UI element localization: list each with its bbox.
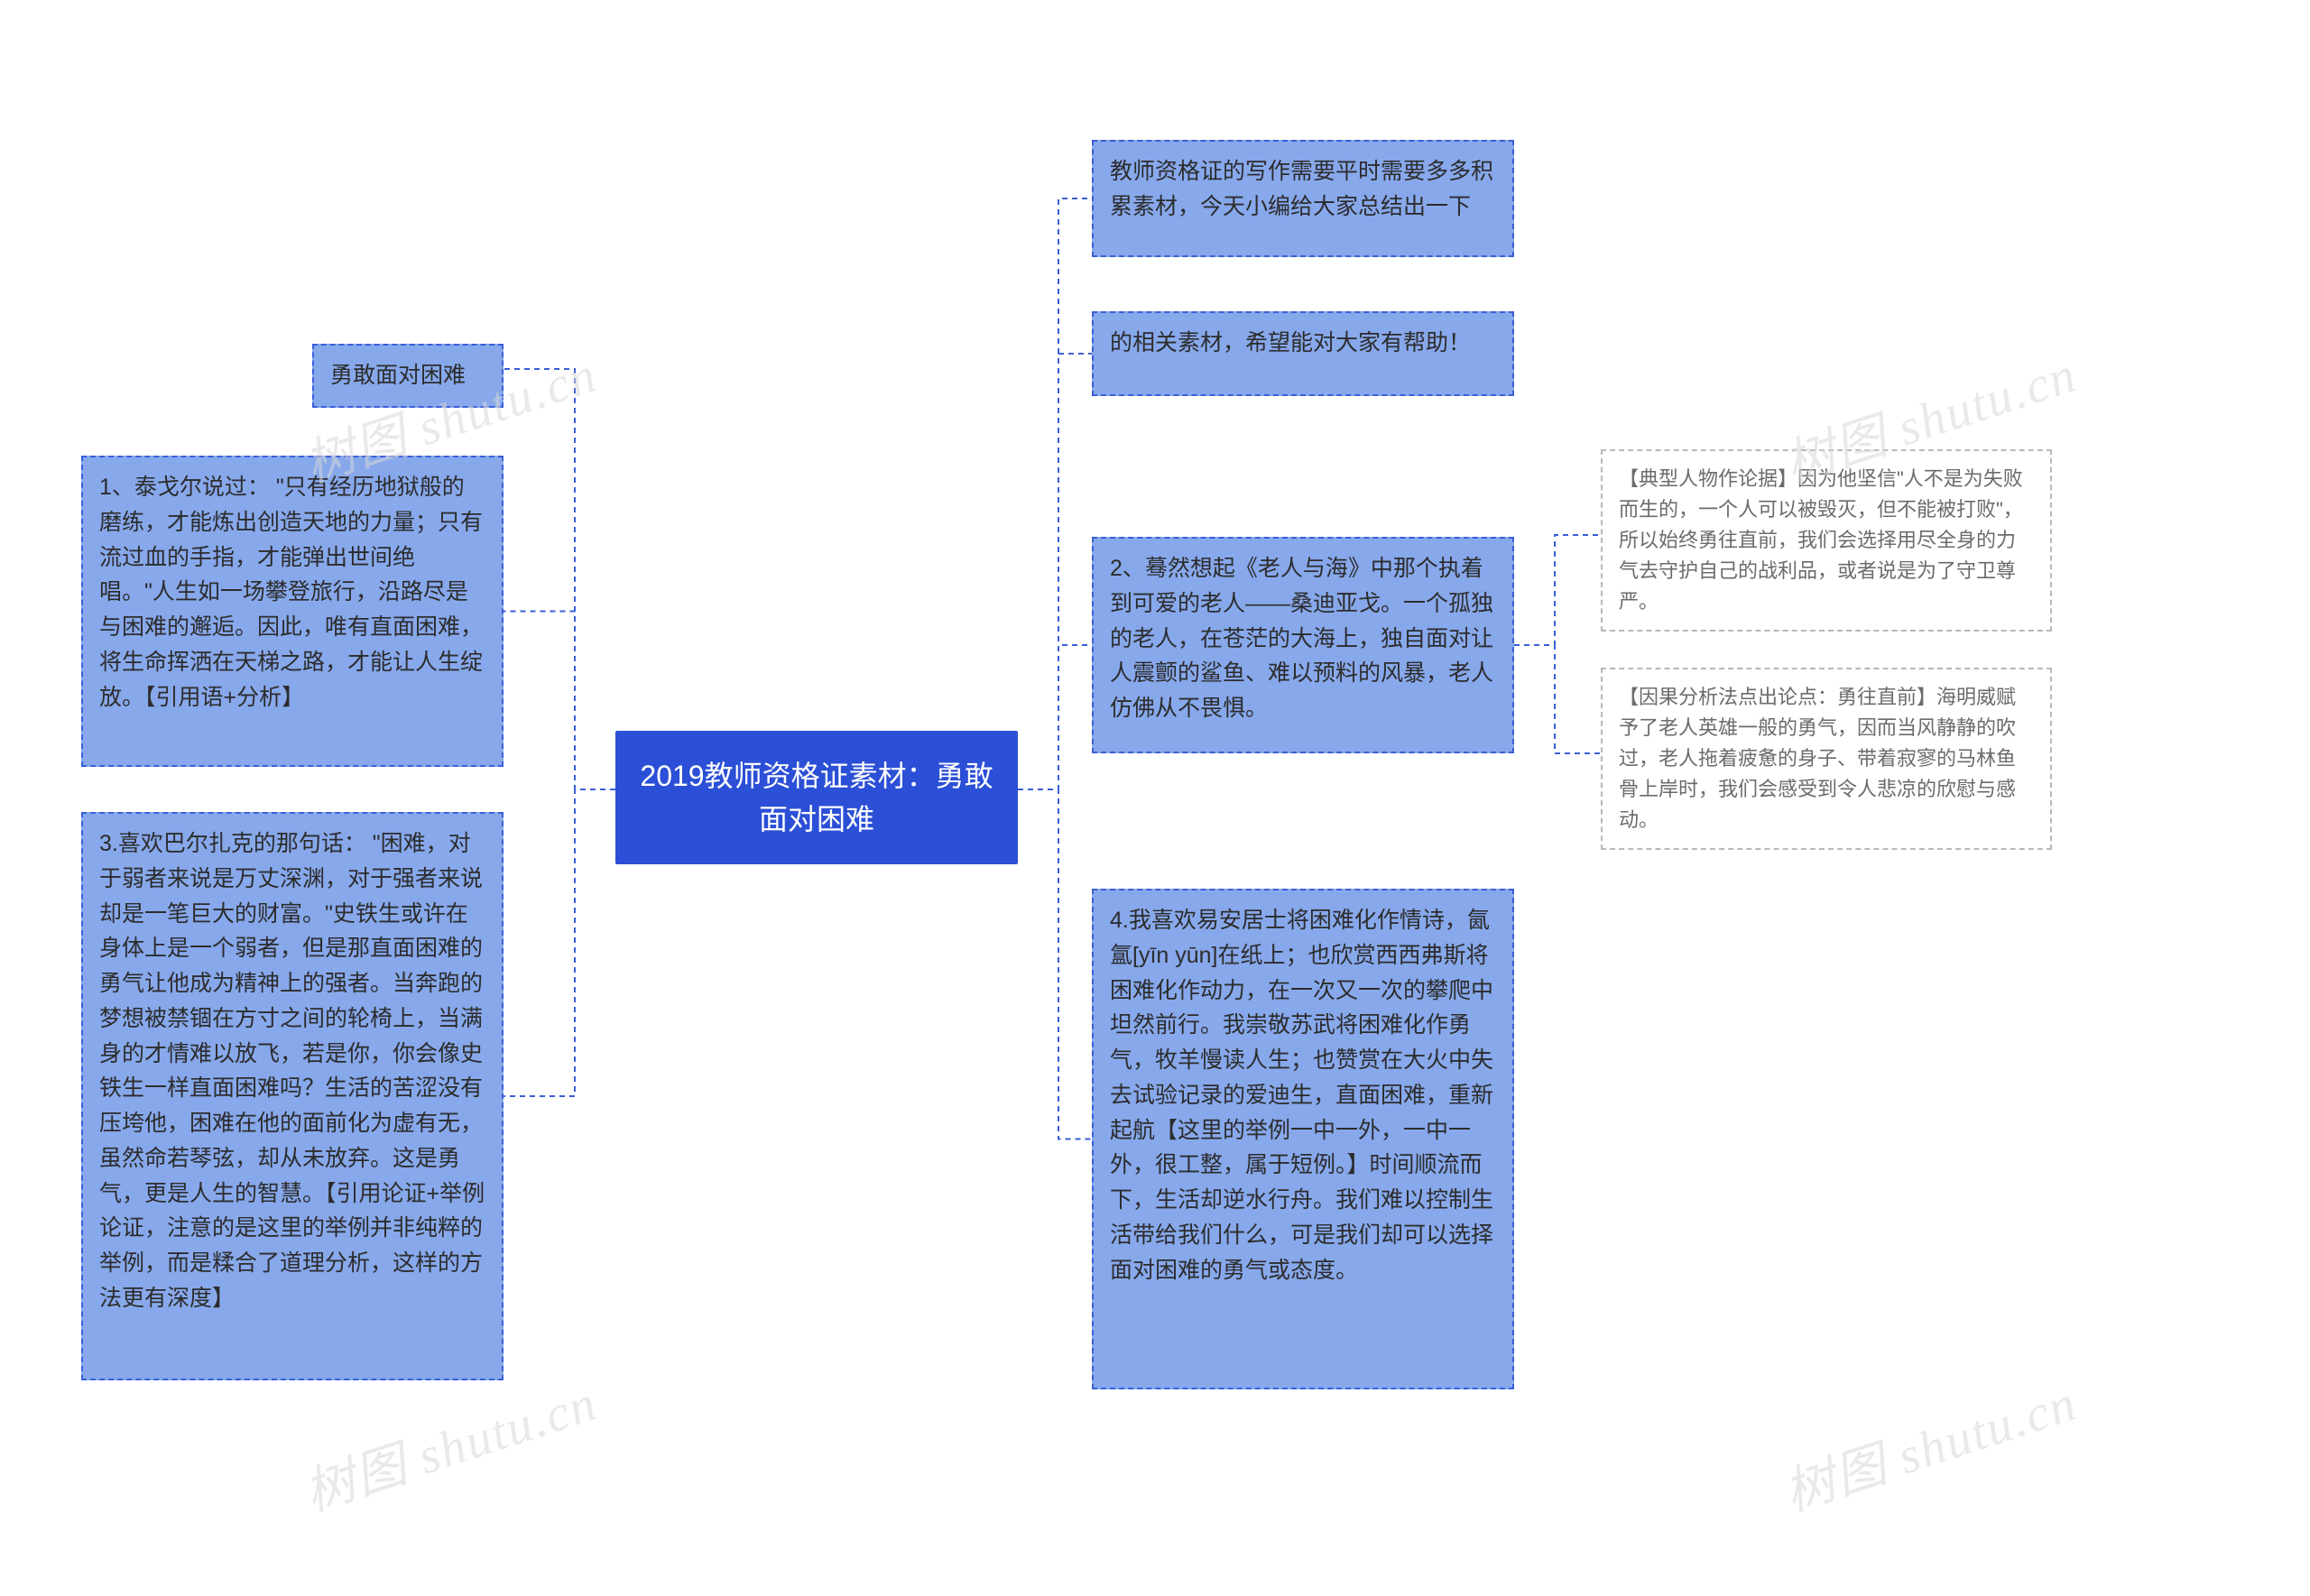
leaf-r3a[interactable]: 【典型人物作论据】因为他坚信"人不是为失败而生的，一个人可以被毁灭，但不能被打败… — [1601, 449, 2052, 632]
root-label: 2019教师资格证素材：勇敢面对困难 — [640, 760, 993, 835]
left-branch-2[interactable]: 1、泰戈尔说过： "只有经历地狱般的磨练，才能炼出创造天地的力量；只有流过血的手… — [81, 456, 504, 767]
right-branch-1[interactable]: 教师资格证的写作需要平时需要多多积累素材，今天小编给大家总结出一下 — [1092, 140, 1514, 257]
right-branch-3-text: 2、蓦然想起《老人与海》中那个执着到可爱的老人——桑迪亚戈。一个孤独的老人，在苍… — [1110, 556, 1493, 721]
left-branch-1-text: 勇敢面对困难 — [330, 363, 466, 388]
leaf-r3a-text: 【典型人物作论据】因为他坚信"人不是为失败而生的，一个人可以被毁灭，但不能被打败… — [1619, 467, 2023, 613]
right-branch-4[interactable]: 4.我喜欢易安居士将困难化作情诗，氤氲[yīn yūn]在纸上；也欣赏西西弗斯将… — [1092, 889, 1514, 1389]
left-branch-1[interactable]: 勇敢面对困难 — [312, 344, 504, 408]
left-branch-2-text: 1、泰戈尔说过： "只有经历地狱般的磨练，才能炼出创造天地的力量；只有流过血的手… — [99, 475, 483, 710]
root-node[interactable]: 2019教师资格证素材：勇敢面对困难 — [615, 731, 1018, 864]
watermark: 树图 shutu.cn — [1774, 1362, 2085, 1526]
watermark: 树图 shutu.cn — [294, 1362, 605, 1526]
left-branch-3[interactable]: 3.喜欢巴尔扎克的那句话： "困难，对于弱者来说是万丈深渊，对于强者来说却是一笔… — [81, 812, 504, 1380]
left-branch-3-text: 3.喜欢巴尔扎克的那句话： "困难，对于弱者来说是万丈深渊，对于强者来说却是一笔… — [99, 831, 485, 1311]
right-branch-3[interactable]: 2、蓦然想起《老人与海》中那个执着到可爱的老人——桑迪亚戈。一个孤独的老人，在苍… — [1092, 537, 1514, 753]
leaf-r3b-text: 【因果分析法点出论点：勇往直前】海明威赋予了老人英雄一般的勇气，因而当风静静的吹… — [1619, 686, 2016, 831]
right-branch-4-text: 4.我喜欢易安居士将困难化作情诗，氤氲[yīn yūn]在纸上；也欣赏西西弗斯将… — [1110, 908, 1493, 1283]
right-branch-2-text: 的相关素材，希望能对大家有帮助！ — [1110, 330, 1471, 355]
right-branch-2[interactable]: 的相关素材，希望能对大家有帮助！ — [1092, 311, 1514, 396]
leaf-r3b[interactable]: 【因果分析法点出论点：勇往直前】海明威赋予了老人英雄一般的勇气，因而当风静静的吹… — [1601, 668, 2052, 850]
right-branch-1-text: 教师资格证的写作需要平时需要多多积累素材，今天小编给大家总结出一下 — [1110, 159, 1493, 219]
